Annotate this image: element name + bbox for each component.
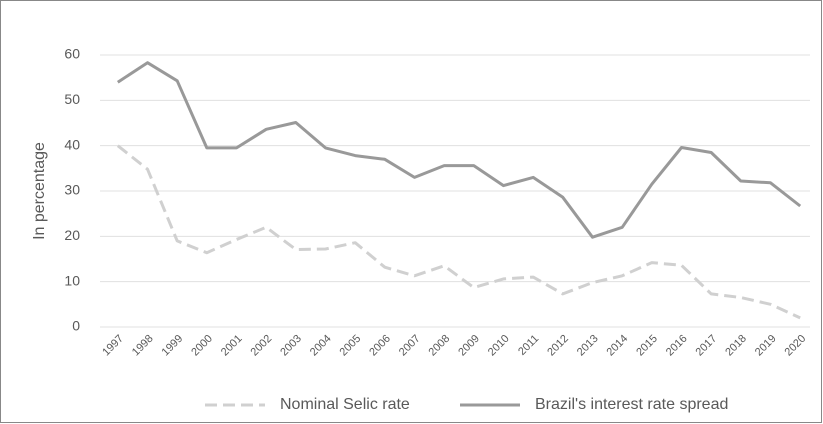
y-tick-label: 30 — [64, 182, 80, 198]
x-tick-label: 2007 — [397, 333, 423, 359]
x-tick-label: 2006 — [367, 333, 393, 359]
x-tick-label: 2015 — [634, 333, 660, 359]
series-line — [116, 61, 802, 239]
x-tick-label: 1998 — [130, 333, 156, 359]
y-tick-label: 60 — [64, 46, 80, 62]
x-tick-label: 1999 — [160, 333, 186, 359]
x-tick-label: 2012 — [545, 333, 571, 359]
series-line — [116, 144, 801, 320]
x-tick-label: 2003 — [278, 333, 304, 359]
legend-label: Nominal Selic rate — [280, 396, 410, 413]
x-tick-label: 2010 — [486, 333, 512, 359]
y-tick-label: 10 — [64, 272, 80, 288]
x-tick-label: 2001 — [219, 333, 245, 359]
x-tick-label: 2017 — [694, 333, 720, 359]
x-tick-label: 2011 — [516, 333, 541, 358]
legend-label: Brazil's interest rate spread — [535, 396, 728, 413]
x-tick-label: 2000 — [189, 333, 215, 359]
x-tick-label: 2014 — [605, 333, 631, 359]
x-tick-label: 2005 — [338, 333, 364, 359]
x-tick-label: 2009 — [456, 333, 482, 359]
y-tick-label: 20 — [64, 227, 80, 243]
x-tick-label: 2019 — [753, 333, 779, 359]
y-tick-label: 50 — [64, 91, 80, 107]
y-tick-label: 40 — [64, 136, 80, 152]
x-tick-label: 2004 — [308, 333, 334, 359]
x-tick-label: 2013 — [575, 333, 601, 359]
y-axis-label: In percentage — [31, 142, 48, 240]
x-tick-label: 2018 — [723, 333, 749, 359]
x-tick-label: 1997 — [100, 333, 126, 359]
y-tick-label: 0 — [72, 318, 80, 334]
x-tick-label: 2008 — [427, 333, 453, 359]
x-tick-label: 2002 — [249, 333, 275, 359]
x-tick-label: 2016 — [664, 333, 690, 359]
x-tick-label: 2020 — [783, 333, 809, 359]
